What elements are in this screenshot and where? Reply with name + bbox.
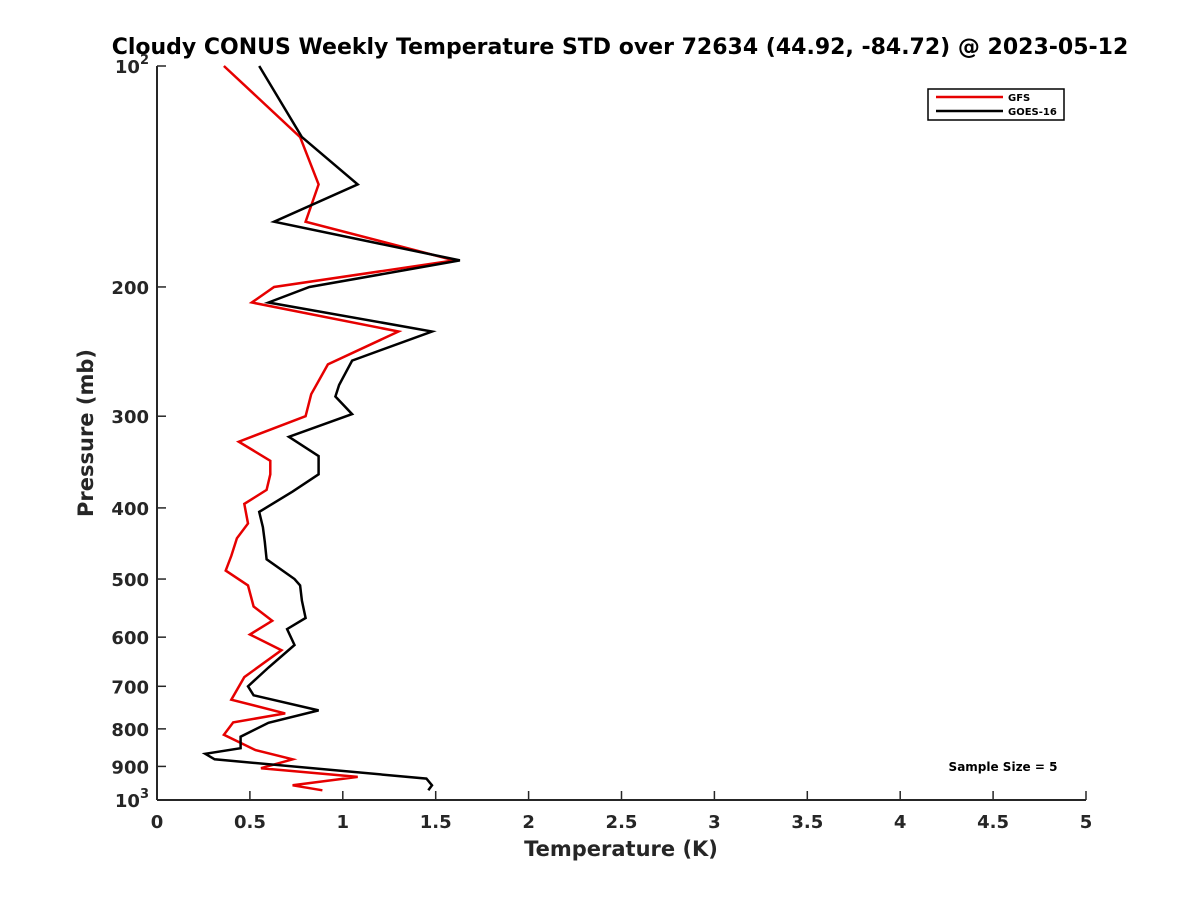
legend-label-gfs: GFS — [1008, 93, 1030, 104]
x-tick-label: 3.5 — [791, 812, 823, 833]
series-line-gfs — [221, 65, 455, 792]
x-axis-label: Temperature (K) — [524, 837, 718, 861]
y-tick-label: 103 — [115, 787, 149, 812]
y-tick-label: 700 — [111, 677, 149, 698]
x-ticks: 0 0.5 1 1.5 2 2.5 3 3.5 4 4.5 5 — [151, 791, 1093, 833]
legend-box — [927, 88, 1065, 121]
y-tick-base: 10 — [115, 57, 140, 78]
x-tick-label: 0.5 — [234, 812, 266, 833]
y-tick-label: 200 — [111, 278, 149, 299]
y-tick-exponent: 3 — [140, 787, 149, 802]
y-tick-base: 10 — [115, 791, 140, 812]
series-layer — [201, 65, 461, 792]
x-tick-label: 1 — [337, 812, 350, 833]
axes: 0 0.5 1 1.5 2 2.5 3 3.5 4 4.5 5 102200300400500600… — [111, 53, 1092, 833]
y-tick-label: 400 — [111, 499, 149, 520]
x-tick-label: 2 — [522, 812, 535, 833]
x-tick-label: 0 — [151, 812, 164, 833]
x-tick-label: 4.5 — [977, 812, 1009, 833]
y-tick-label: 102 — [115, 53, 149, 78]
legend-label-goes16: GOES-16 — [1008, 107, 1057, 118]
x-tick-label: 2.5 — [606, 812, 638, 833]
y-tick-label: 800 — [111, 720, 149, 741]
x-tick-label: 4 — [894, 812, 907, 833]
x-tick-label: 3 — [708, 812, 721, 833]
x-tick-label: 1.5 — [420, 812, 452, 833]
y-tick-label: 500 — [111, 570, 149, 591]
y-tick-label: 300 — [111, 407, 149, 428]
y-tick-label: 600 — [111, 628, 149, 649]
y-tick-label: 900 — [111, 757, 149, 778]
y-axis-label: Pressure (mb) — [74, 349, 98, 517]
legend: GFS GOES-16 — [927, 88, 1065, 121]
chart-title: Cloudy CONUS Weekly Temperature STD over… — [112, 35, 1129, 60]
sample-size-annotation: Sample Size = 5 — [949, 760, 1058, 774]
series-line-goes16 — [201, 65, 461, 792]
x-tick-label: 5 — [1080, 812, 1093, 833]
y-tick-exponent: 2 — [140, 53, 149, 68]
